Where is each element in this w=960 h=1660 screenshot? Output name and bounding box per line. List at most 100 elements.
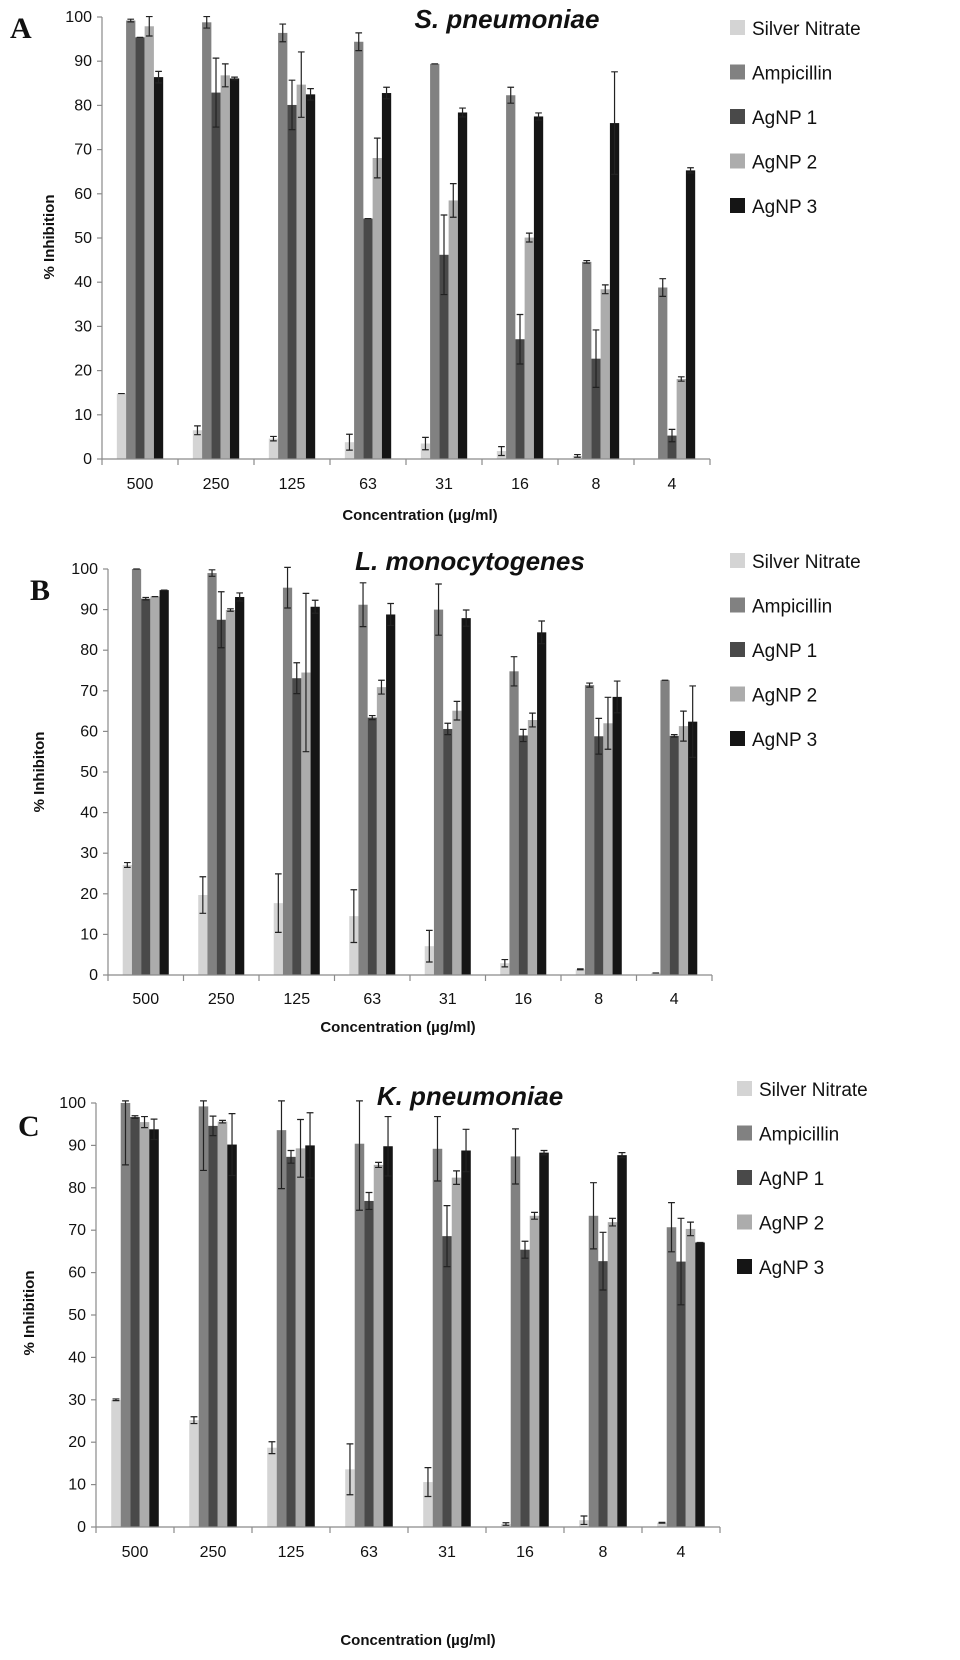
bar — [433, 609, 444, 975]
x-tick-label: 8 — [599, 1544, 608, 1561]
error-bar — [443, 1205, 451, 1268]
y-tick-label: 20 — [74, 363, 92, 380]
y-tick-label: 80 — [74, 97, 92, 114]
error-bar — [521, 1240, 529, 1259]
bar — [500, 963, 510, 975]
x-tick-label: 63 — [363, 991, 381, 1008]
y-tick-label: 100 — [59, 1095, 86, 1112]
bar — [150, 596, 160, 975]
bar — [386, 614, 396, 975]
bar — [296, 84, 306, 459]
error-bar — [453, 1170, 460, 1186]
legend-swatch — [730, 597, 745, 613]
x-tick-label: 4 — [668, 476, 677, 493]
error-bar — [221, 63, 229, 88]
error-bar — [275, 873, 282, 933]
bar — [363, 218, 373, 459]
bar — [582, 261, 592, 459]
error-bar — [368, 714, 376, 721]
bar — [305, 94, 316, 459]
y-tick-label: 0 — [77, 1519, 86, 1536]
error-bar — [501, 958, 509, 968]
bar — [657, 1522, 667, 1527]
bar — [149, 1129, 159, 1527]
error-bar — [190, 1416, 198, 1425]
legend-swatch — [730, 686, 745, 702]
y-tick-label: 40 — [74, 274, 92, 291]
panel-letter: B — [30, 574, 50, 607]
bar — [520, 1249, 530, 1527]
bar — [301, 672, 311, 975]
y-tick-label: 50 — [80, 764, 98, 781]
y-tick-label: 30 — [74, 318, 92, 335]
bar — [603, 723, 613, 975]
plot-area: 0 10 20 30 40 50 60 70 80 90 100 500 250 125 63 31 16 8 4 — [71, 561, 713, 1008]
y-tick-label: 100 — [71, 561, 98, 578]
panel-letter: C — [18, 1110, 40, 1143]
error-bar — [268, 1441, 276, 1455]
bar — [229, 78, 240, 460]
error-bar — [426, 929, 433, 963]
legend-label: AgNP 1 — [752, 641, 817, 662]
error-bar — [373, 137, 381, 179]
x-tick-label: 500 — [127, 476, 154, 493]
y-tick-label: 100 — [65, 9, 92, 26]
bar — [451, 1177, 462, 1527]
x-tick-label: 63 — [359, 476, 377, 493]
error-bar — [293, 662, 301, 695]
y-tick-label: 90 — [74, 53, 92, 70]
bar — [225, 610, 236, 975]
bar — [111, 1399, 121, 1527]
error-bar — [512, 1128, 519, 1185]
legend-label: AgNP 2 — [759, 1214, 824, 1235]
legend-swatch — [737, 1081, 752, 1096]
legend-label: Ampicillin — [752, 64, 832, 85]
error-bar — [355, 32, 363, 52]
y-tick-label: 90 — [68, 1137, 86, 1154]
bar — [591, 358, 601, 459]
y-tick-label: 20 — [68, 1434, 86, 1451]
error-bar — [124, 861, 131, 869]
error-bar — [677, 1217, 685, 1306]
bar — [220, 75, 230, 460]
error-bar — [350, 889, 358, 944]
bar — [658, 287, 668, 459]
error-bar — [444, 722, 452, 736]
error-bar — [383, 86, 390, 100]
legend-label: AgNP 1 — [752, 108, 817, 129]
error-bar — [422, 436, 429, 451]
y-tick-label: 10 — [74, 407, 92, 424]
error-bar — [145, 15, 153, 37]
error-bar — [212, 57, 220, 128]
legend-swatch — [730, 731, 745, 746]
bar — [461, 618, 471, 975]
bar — [457, 112, 468, 460]
bar — [131, 569, 142, 975]
bar — [287, 104, 297, 459]
error-bar — [453, 700, 461, 721]
error-bar — [150, 1118, 158, 1141]
legend-label: AgNP 1 — [759, 1169, 824, 1190]
bar — [524, 237, 534, 459]
y-axis-label: % Inhibition — [21, 1271, 38, 1356]
bar — [381, 93, 392, 460]
bar — [198, 895, 208, 975]
x-tick-label: 500 — [122, 1544, 149, 1561]
error-bar — [287, 1149, 295, 1164]
bar — [607, 1222, 618, 1527]
error-bar — [208, 569, 216, 577]
chart-panel-c: C K. pneumoniae 0 10 20 30 40 50 60 70 80 90 100 50… — [18, 1080, 868, 1649]
bar — [135, 37, 145, 459]
chart-title: L. monocytogenes — [355, 546, 585, 576]
y-tick-label: 60 — [68, 1265, 86, 1282]
y-tick-label: 10 — [80, 926, 98, 943]
x-tick-label: 31 — [439, 991, 457, 1008]
y-tick-label: 70 — [68, 1222, 86, 1239]
error-bar — [670, 734, 678, 738]
error-bar — [599, 1231, 607, 1291]
error-bar — [659, 278, 667, 297]
bar — [141, 598, 151, 975]
error-bar — [209, 1115, 217, 1137]
error-bar — [131, 1115, 139, 1119]
